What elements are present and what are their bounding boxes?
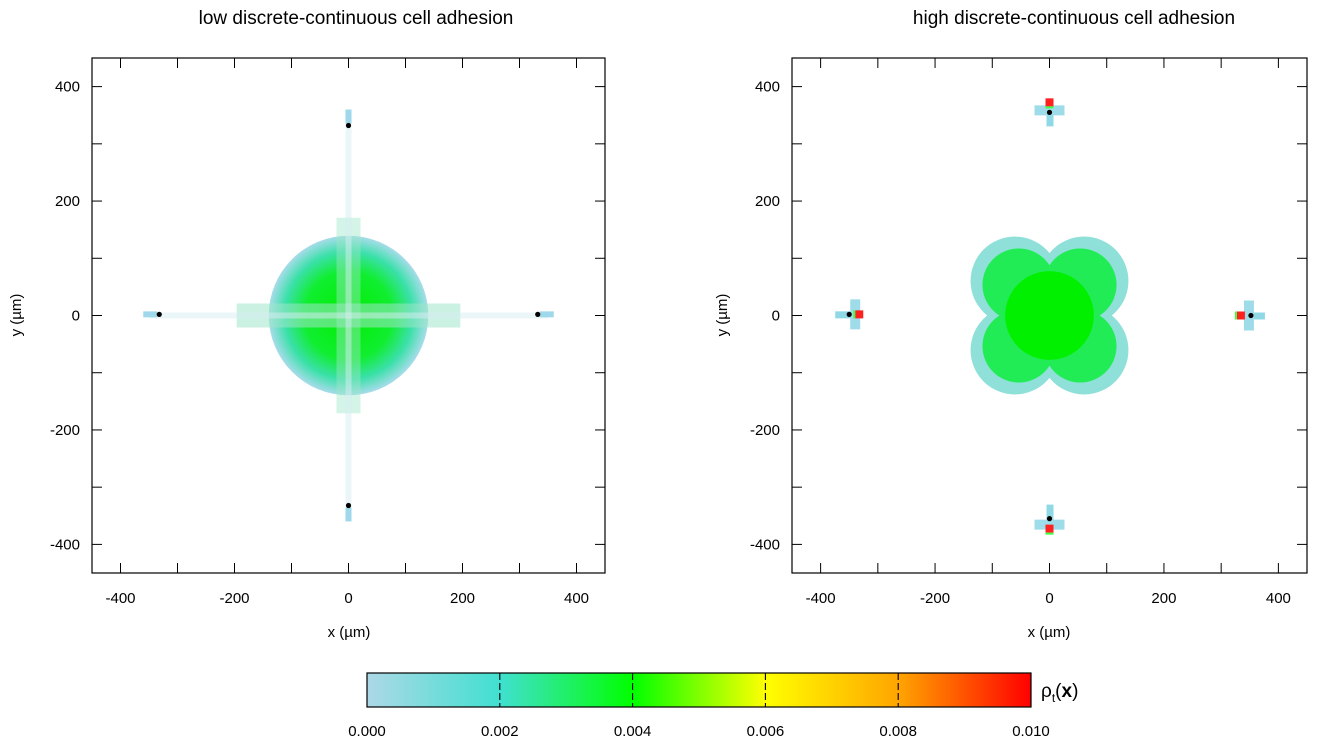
panel-title: high discrete-continuous cell adhesion — [913, 8, 1235, 29]
y-tick-label: -400 — [750, 536, 780, 553]
y-tick-label: 0 — [772, 308, 780, 325]
colorbar-tick-label: 0.006 — [747, 723, 785, 740]
y-axis-label: y (µm) — [8, 294, 25, 337]
y-tick-label: 400 — [755, 79, 780, 96]
colorbar-gradient — [366, 672, 1032, 708]
y-tick-label: 0 — [72, 308, 80, 325]
y-axis-label: y (µm) — [714, 294, 731, 337]
cell-density-edge — [1045, 532, 1054, 535]
discrete-cell-point — [1046, 109, 1053, 115]
x-tick-label: -200 — [219, 590, 249, 607]
discrete-cell-point — [345, 122, 352, 129]
cell-density-bar — [345, 109, 352, 124]
colorbar-label: ρt(x) — [1041, 681, 1078, 705]
axes: -400 -200 0 200 400 400 200 0 -200 -400 — [50, 57, 606, 607]
cell-density-bar — [143, 311, 158, 318]
colorbar-tick-label: 0.004 — [614, 723, 652, 740]
x-tick-label: -200 — [920, 590, 950, 607]
x-tick-label: 200 — [1151, 590, 1176, 607]
y-tick-label: -200 — [750, 422, 780, 439]
x-tick-label: 0 — [1045, 590, 1053, 607]
cell-density-edge — [1234, 311, 1237, 320]
axes: -400 -200 0 200 400 400 200 0 -200 -400 — [750, 57, 1308, 607]
cell-density-edge — [1045, 106, 1054, 109]
discrete-cell-point — [1248, 312, 1254, 319]
cell-density-edge — [853, 310, 856, 319]
y-tick-label: -200 — [50, 422, 80, 439]
discrete-cell-point — [846, 311, 852, 317]
x-tick-label: 400 — [564, 590, 589, 607]
x-tick-label: 400 — [1266, 590, 1291, 607]
discrete-cell-point — [1046, 516, 1053, 522]
x-axis-label: x (µm) — [1028, 624, 1071, 641]
y-tick-label: 400 — [55, 79, 80, 96]
colorbar-tick-label: 0.002 — [481, 723, 519, 740]
colorbar: 0.000 0.002 0.004 0.006 0.008 0.010 ρt(x) — [348, 672, 1078, 740]
discrete-cell-point — [535, 311, 541, 317]
plot-area — [143, 109, 554, 522]
x-axis-label: x (µm) — [328, 624, 371, 641]
colorbar-tick-label: 0.010 — [1012, 723, 1050, 740]
cell-density-bar — [345, 507, 352, 522]
y-tick-label: 200 — [55, 193, 80, 210]
panel-title: low discrete-continuous cell adhesion — [199, 8, 514, 29]
y-tick-label: 200 — [755, 193, 780, 210]
x-tick-label: -400 — [105, 590, 135, 607]
cell-density-peak — [1045, 524, 1054, 533]
panel-high-adhesion: high discrete-continuous cell adhesion -… — [714, 8, 1308, 641]
density-core — [1005, 271, 1094, 360]
faint-horizontal-trail — [149, 312, 548, 319]
colorbar-ticks: 0.000 0.002 0.004 0.006 0.008 0.010 — [348, 673, 1050, 740]
colorbar-tick-label: 0.000 — [348, 723, 386, 740]
cell-density-peak — [1045, 98, 1054, 107]
x-tick-label: -400 — [806, 590, 836, 607]
discrete-cell-point — [156, 311, 162, 317]
y-tick-label: -400 — [50, 536, 80, 553]
discrete-cell-point — [345, 502, 352, 509]
cell-density-peak — [855, 310, 864, 319]
cell-density-peak — [1236, 311, 1245, 320]
x-tick-label: 0 — [344, 590, 352, 607]
x-tick-label: 200 — [450, 590, 475, 607]
cell-density-bar — [539, 311, 554, 318]
colorbar-tick-label: 0.008 — [879, 723, 917, 740]
panel-low-adhesion: low discrete-continuous cell adhesion -4… — [8, 8, 606, 641]
plot-area — [835, 98, 1265, 535]
